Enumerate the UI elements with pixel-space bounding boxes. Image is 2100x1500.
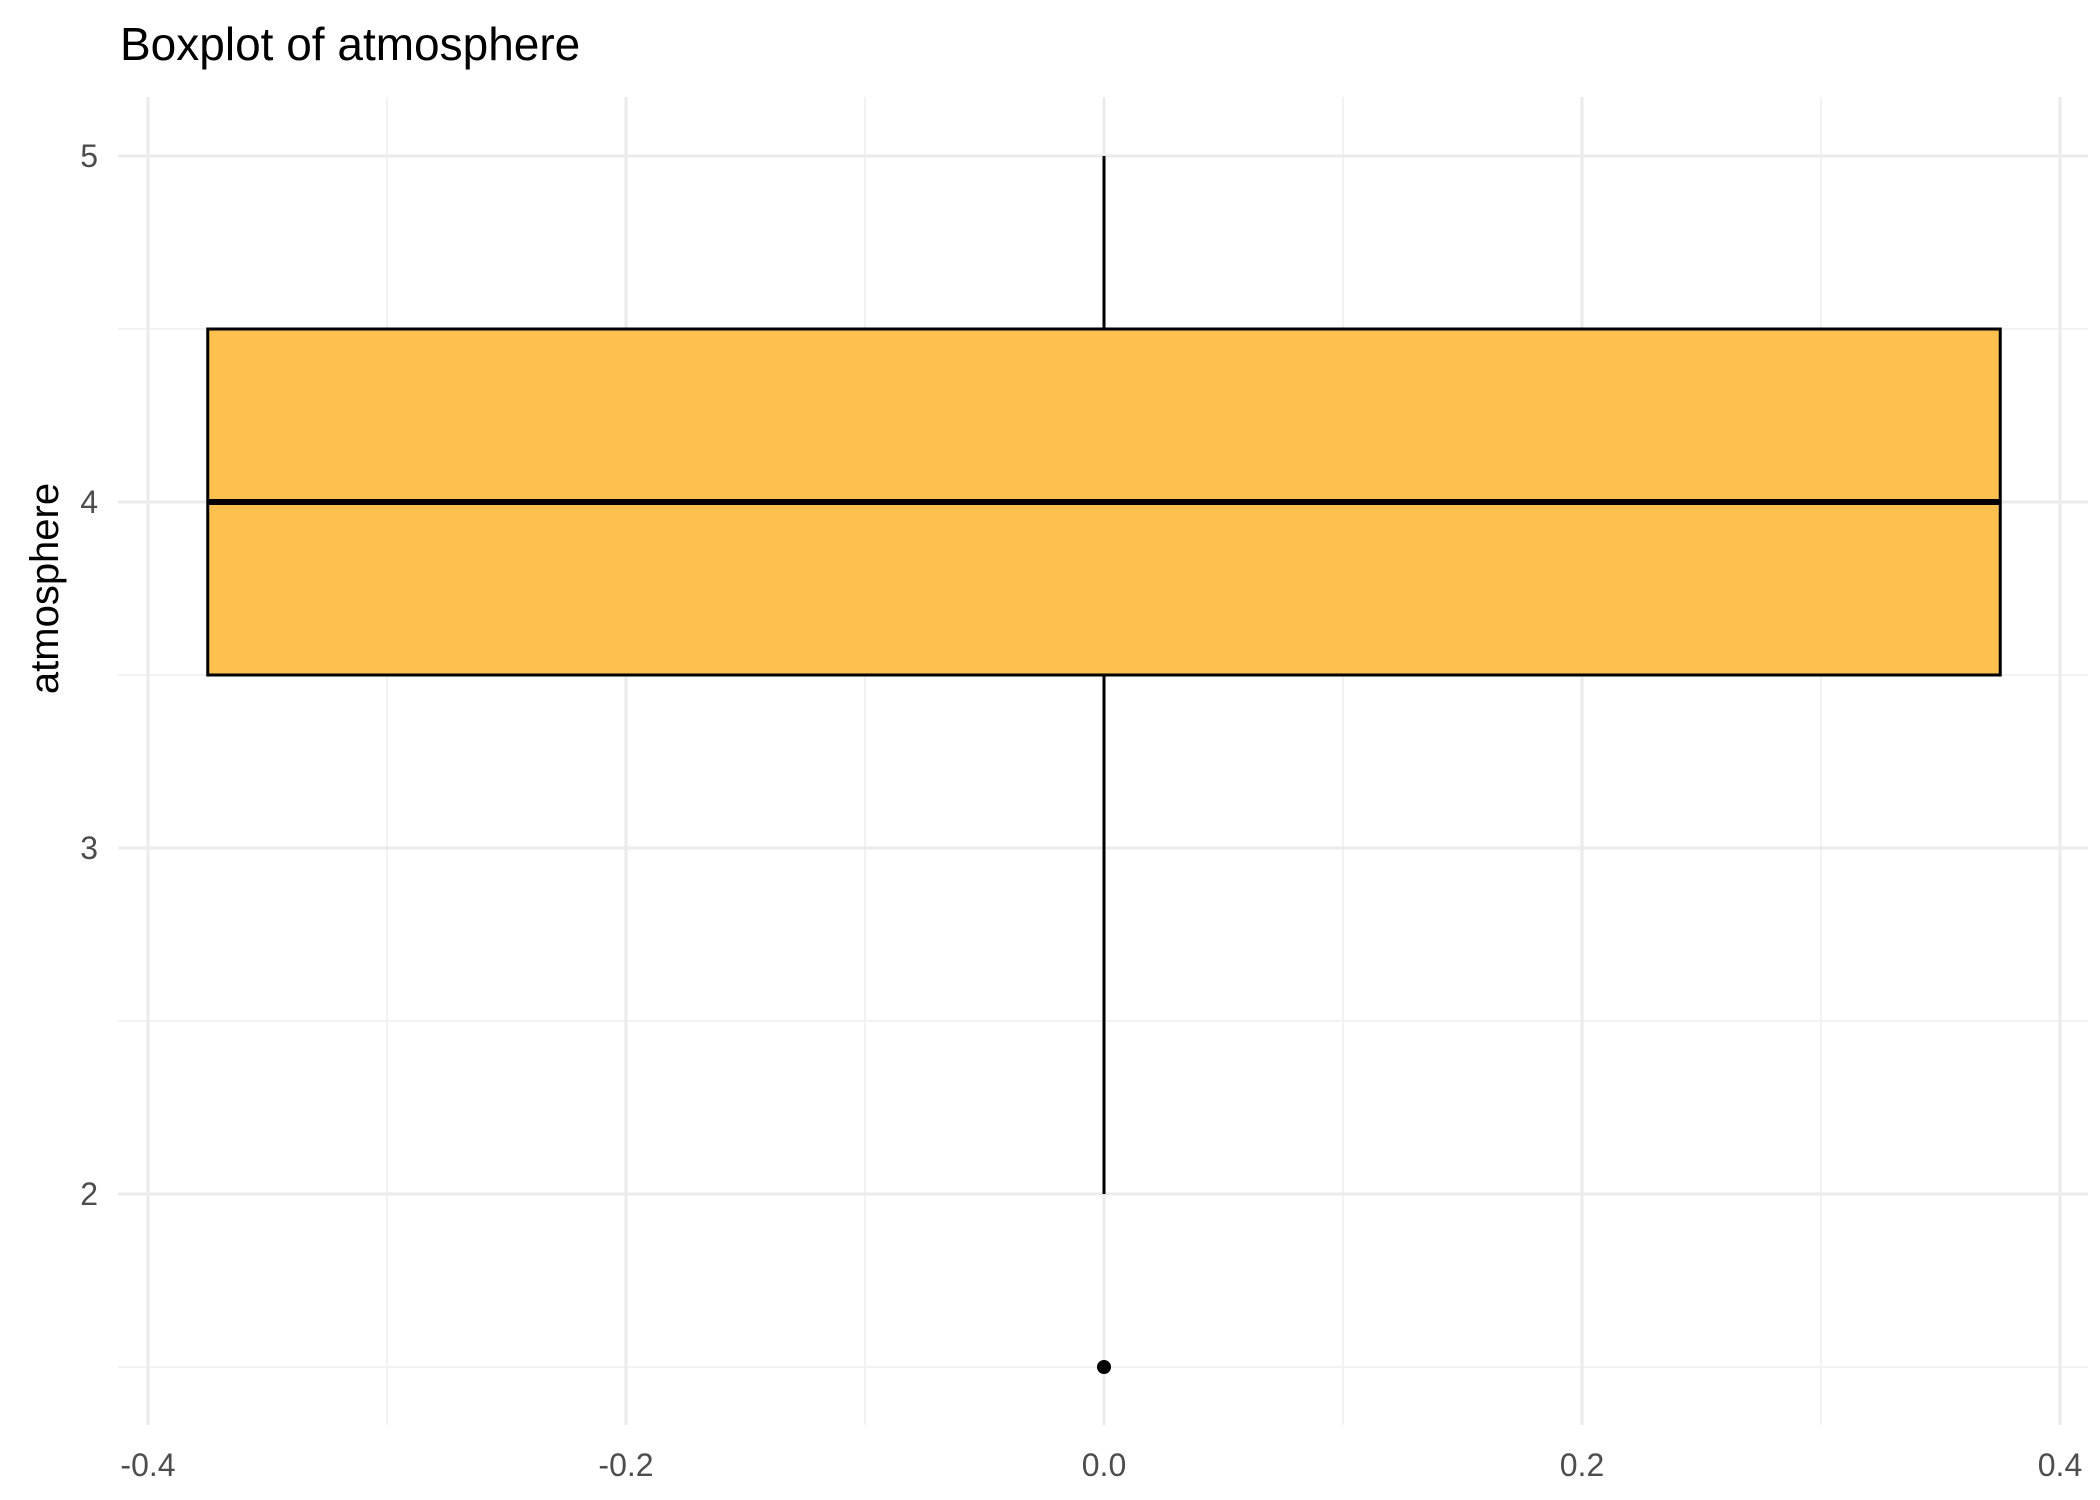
- x-tick-label: -0.2: [598, 1447, 653, 1483]
- tick-labels: -0.4 -0.2 0.0 0.2 0.4 2 3 4 5: [80, 138, 2082, 1483]
- y-tick-label: 5: [80, 138, 98, 174]
- x-tick-label: 0.4: [2038, 1447, 2082, 1483]
- outlier-point: [1097, 1360, 1111, 1374]
- x-tick-label: 0.2: [1560, 1447, 1604, 1483]
- chart-title: Boxplot of atmosphere: [120, 18, 580, 70]
- x-tick-label: 0.0: [1082, 1447, 1126, 1483]
- y-tick-label: 4: [80, 484, 98, 520]
- y-axis-title: atmosphere: [23, 483, 67, 694]
- y-tick-label: 3: [80, 830, 98, 866]
- x-tick-label: -0.4: [120, 1447, 175, 1483]
- y-tick-label: 2: [80, 1176, 98, 1212]
- box-plot: [206, 156, 2002, 1374]
